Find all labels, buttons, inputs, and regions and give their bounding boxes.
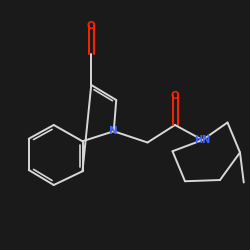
Text: N: N — [110, 126, 118, 136]
Text: HN: HN — [194, 135, 210, 145]
Text: O: O — [87, 21, 96, 31]
Text: O: O — [170, 91, 179, 101]
